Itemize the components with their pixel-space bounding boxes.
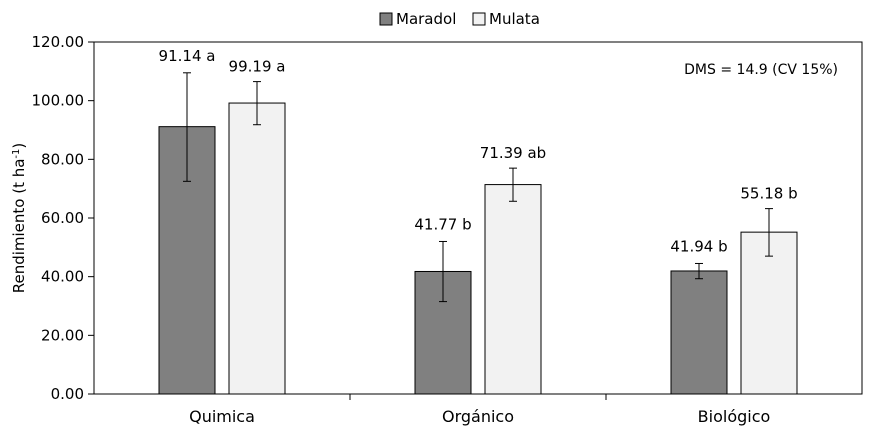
x-axis: Quimica Orgánico Biológico bbox=[189, 394, 770, 426]
y-tick-label: 0.00 bbox=[51, 385, 84, 403]
legend-swatch bbox=[379, 12, 393, 26]
data-label: 41.94 b bbox=[670, 237, 727, 255]
y-tick-label: 40.00 bbox=[41, 268, 84, 286]
bar bbox=[228, 102, 286, 395]
x-tick-label: Biológico bbox=[698, 407, 771, 426]
x-tick-label: Orgánico bbox=[442, 407, 514, 426]
data-label: 41.77 b bbox=[414, 215, 471, 233]
y-tick-label: 60.00 bbox=[41, 209, 84, 227]
y-tick-label: 80.00 bbox=[41, 150, 84, 168]
legend-entry: Maradol bbox=[396, 10, 456, 28]
data-label: 71.39 ab bbox=[480, 144, 546, 162]
data-label: 55.18 b bbox=[740, 185, 797, 203]
y-tick-label: 20.00 bbox=[41, 326, 84, 344]
error-bars bbox=[183, 72, 773, 303]
data-label: 99.19 a bbox=[229, 58, 286, 76]
x-tick-label: Quimica bbox=[189, 407, 255, 426]
y-tick-label: 120.00 bbox=[32, 33, 85, 51]
legend-entry: Mulata bbox=[489, 10, 540, 28]
legend: Maradol Mulata bbox=[379, 10, 540, 28]
dms-annotation: DMS = 14.9 (CV 15%) bbox=[684, 62, 838, 78]
y-axis-label: Rendimiento (t ha-1) bbox=[10, 143, 28, 294]
y-axis: 0.00 20.00 40.00 60.00 80.00 100.00 120.00 bbox=[32, 33, 94, 403]
bar bbox=[484, 184, 542, 395]
data-label: 91.14 a bbox=[159, 47, 216, 65]
legend-swatch bbox=[472, 12, 486, 26]
bar bbox=[740, 231, 798, 395]
y-tick-label: 100.00 bbox=[32, 92, 85, 110]
bar bbox=[670, 270, 728, 395]
data-labels: 91.14 a 99.19 a 41.77 b 71.39 ab 41.94 b 55.1… bbox=[159, 47, 798, 256]
